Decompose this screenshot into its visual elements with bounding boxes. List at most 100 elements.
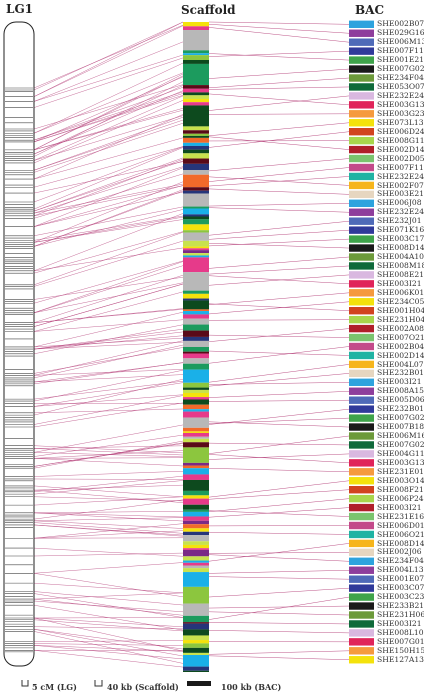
lg-scaffold-link [33, 219, 184, 243]
lg-scaffold-link [33, 643, 184, 646]
scaffold-bac-link [208, 454, 350, 464]
scaffold-segment [183, 133, 209, 136]
bac-label: SHE007F11 [377, 162, 424, 172]
lg-scaffold-link [33, 108, 184, 151]
lg-scaffold-link [33, 619, 184, 632]
scaffold-segment [183, 126, 209, 131]
bac-label: SHE006M16 [377, 431, 424, 441]
bac-label: SHE002A08 [377, 323, 424, 333]
scaffold-bac-link [208, 23, 350, 34]
bac-label: SHE006K01 [377, 287, 424, 297]
scaffold-segment [183, 615, 209, 623]
bac-box [349, 360, 374, 369]
scaffold-bac-link [208, 510, 350, 517]
scaffold-segment [183, 246, 209, 249]
lg-scaffold-link [33, 215, 184, 241]
scaffold-segment [183, 670, 209, 672]
lg-scaffold-link [33, 402, 184, 428]
scaffold-segment [183, 409, 209, 412]
scaffold-segment [183, 504, 209, 510]
bac-label: SHE231H04 [377, 314, 424, 324]
scaffold-segment [183, 397, 209, 400]
scaffold-segment [183, 206, 209, 209]
lg-scaffold-link [33, 480, 184, 495]
scaffold-segment [183, 298, 209, 301]
scaffold-segment [183, 635, 209, 641]
scaffold-segment [183, 230, 209, 233]
scaffold-segment [183, 253, 209, 256]
scaffold-bac-link [208, 77, 350, 89]
bac-label: SHE008D14 [377, 243, 424, 253]
scale-legend [21, 680, 211, 687]
lg-scaffold-link [33, 216, 184, 243]
lg-scaffold-link [33, 81, 184, 157]
lg-scaffold-link [33, 458, 184, 467]
scaffold-bac-link [208, 292, 350, 305]
scaffold-segment [183, 509, 209, 512]
lg-scaffold-link [33, 283, 184, 327]
lg-scaffold-link [33, 374, 184, 383]
bac-box [349, 459, 374, 467]
scaffold-segment [183, 568, 209, 573]
lg-scaffold-link [33, 511, 184, 514]
lg-scaffold-link [33, 331, 184, 350]
lg-scaffold-link [33, 617, 184, 628]
scaffold-segment [183, 438, 209, 443]
bac-box [349, 298, 374, 306]
scaffold-bac-link [208, 442, 350, 446]
lg-scaffold-link [33, 475, 184, 493]
bac-box [349, 369, 374, 378]
bac-box [349, 521, 374, 530]
bac-boxes [349, 20, 374, 664]
scaffold-segment [183, 565, 209, 569]
scaffold-bac-link [208, 68, 350, 79]
bac-label: SHE029G16 [377, 28, 424, 38]
scaffold-segment [183, 623, 209, 630]
scaffold-segment [183, 85, 209, 89]
scaffold-bac-link [208, 417, 350, 424]
scaffold-segment [183, 272, 209, 291]
bac-label: SHE003I21 [377, 278, 422, 288]
lg-scaffold-link [33, 231, 184, 274]
lg-scaffold-link [33, 448, 184, 456]
scaffold-segment [183, 158, 209, 164]
bac-label: SHE232E24 [377, 171, 424, 181]
lg-scaffold-link [33, 471, 184, 477]
lg-scaffold-link [33, 76, 184, 143]
scaffold-segment [183, 53, 209, 56]
bac-box [349, 405, 374, 413]
lg-scaffold-link [33, 166, 184, 214]
lg-scaffold-link [33, 598, 184, 616]
bac-box [349, 342, 374, 351]
bac-box [349, 503, 374, 512]
scaffold-segment [183, 95, 209, 100]
scaffold-segment [183, 629, 209, 636]
bac-label: SHE234F04 [377, 556, 424, 566]
bac-label: SHE007B18 [377, 422, 424, 432]
scaffold-bac-link [208, 531, 350, 535]
bac-box [349, 145, 374, 154]
scaffold-bac-link [208, 468, 350, 473]
scaffold-bac-link [208, 622, 350, 625]
bac-label: SHE002D14 [377, 350, 424, 360]
scaffold-segment [183, 544, 209, 549]
bac-box [349, 557, 374, 565]
scaffold-segment [183, 340, 209, 347]
lg-scaffold-link [33, 485, 184, 498]
scaffold-segment [183, 479, 209, 491]
lg-scaffold-link [33, 75, 184, 151]
bac-label: SHE003C23 [377, 592, 424, 602]
bac-box [349, 280, 374, 288]
scaffold-bac-link [208, 346, 350, 364]
lg-scaffold-link [33, 191, 184, 227]
scaffold-bac-link [208, 334, 350, 338]
bac-box [349, 289, 374, 297]
bac-scale-mark [187, 681, 211, 686]
bac-box [349, 351, 374, 360]
bac-label: SHE232B01 [377, 368, 424, 378]
lg-scaffold-link [33, 240, 184, 287]
bac-box [349, 396, 374, 404]
scaffold-bac-link [208, 655, 350, 660]
lg-scaffold-link [33, 626, 184, 630]
scaffold-segment [183, 92, 209, 96]
